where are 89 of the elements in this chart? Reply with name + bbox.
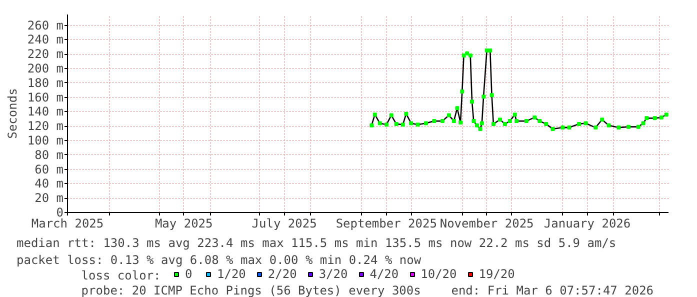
point [577, 122, 582, 126]
point [644, 116, 649, 120]
point [600, 118, 604, 122]
y-tick-label: 140 m [27, 104, 64, 119]
point [584, 121, 588, 126]
legend-title: loss color: [81, 268, 161, 282]
y-tick-label: 0 [56, 206, 64, 220]
y-tick-label: 180 m [27, 76, 64, 90]
point [538, 119, 542, 124]
y-tick-label: 240 m [27, 32, 64, 47]
text: packet loss: 0.13 % avg 6.08 % max 0.00 % min 0.24 % now [16, 253, 422, 267]
point [424, 121, 428, 126]
y-tick-label: 100 m [27, 134, 64, 148]
point [400, 122, 405, 127]
x-tick-label: July 2025 [252, 216, 317, 230]
point [659, 115, 664, 120]
point [626, 124, 630, 129]
point [432, 119, 436, 124]
point [394, 122, 398, 126]
point [498, 118, 502, 122]
legend-label: 1/20 [217, 267, 246, 281]
point [594, 126, 598, 130]
point [478, 126, 482, 131]
point [416, 122, 420, 127]
text: end: Fri Mar 6 07:57:47 2026 [451, 284, 654, 297]
point [409, 121, 414, 126]
point [446, 113, 451, 118]
text: probe: 20 ICMP Echo Pings (56 Bytes) every 300s [81, 284, 421, 297]
point [452, 119, 456, 124]
point [652, 116, 657, 120]
point [514, 119, 518, 124]
point [372, 112, 377, 117]
point [470, 100, 474, 104]
point [404, 112, 408, 116]
legend-label: 0 [185, 267, 194, 281]
line-series [370, 50, 667, 130]
point [389, 113, 394, 118]
y-tick-label: 80 m [34, 148, 64, 162]
point [544, 122, 548, 126]
y-tick-label: 40 m [34, 176, 64, 191]
y-tick-label: 220 m [27, 47, 64, 62]
y-tick-label: 120 m [27, 119, 64, 134]
y-axis-title: Seconds [5, 88, 20, 139]
point [460, 90, 464, 94]
point [490, 93, 494, 98]
y-tick-label: 60 m [34, 162, 64, 176]
point [524, 119, 528, 124]
x-tick-label: September 2025 [336, 216, 437, 230]
point [606, 123, 611, 128]
x-tick-label: May 2025 [154, 216, 213, 230]
x-tick-label: March 2025 [31, 216, 104, 230]
point [462, 54, 466, 58]
y-tick-label: 260 m [27, 18, 64, 32]
point [488, 48, 492, 52]
point [641, 121, 646, 126]
point [458, 120, 462, 124]
point [560, 126, 565, 130]
point [502, 122, 507, 126]
point [636, 124, 640, 129]
point [474, 123, 479, 128]
point [440, 119, 444, 124]
point [480, 121, 484, 126]
legend-label: 19/20 [478, 267, 515, 281]
point [550, 126, 555, 131]
legend-label: 3/20 [318, 267, 348, 281]
legend-label: 10/20 [420, 267, 457, 281]
point [378, 121, 382, 126]
x-tick-label: January 2026 [544, 216, 631, 230]
point [465, 51, 470, 56]
point [508, 119, 512, 124]
point [512, 112, 517, 117]
point [616, 126, 621, 130]
legend-label: 4/20 [370, 267, 399, 281]
text: median rtt: 130.3 ms avg 223.4 ms max 115.5 ms min 135.5 ms now 22.2 ms sd 5.9 am/s [16, 236, 616, 250]
point [567, 126, 572, 130]
point [482, 94, 486, 99]
point [468, 54, 472, 58]
point [491, 122, 496, 126]
y-tick-label: 160 m [27, 90, 64, 104]
point [532, 115, 537, 120]
y-tick-label: 200 m [27, 62, 64, 76]
legend-label: 2/20 [268, 267, 297, 281]
point [370, 123, 374, 128]
point [472, 119, 476, 124]
point [384, 122, 388, 127]
y-tick-label: 20 m [34, 191, 64, 206]
point [664, 112, 668, 117]
point [455, 106, 460, 110]
x-tick-label: November 2025 [440, 216, 534, 230]
